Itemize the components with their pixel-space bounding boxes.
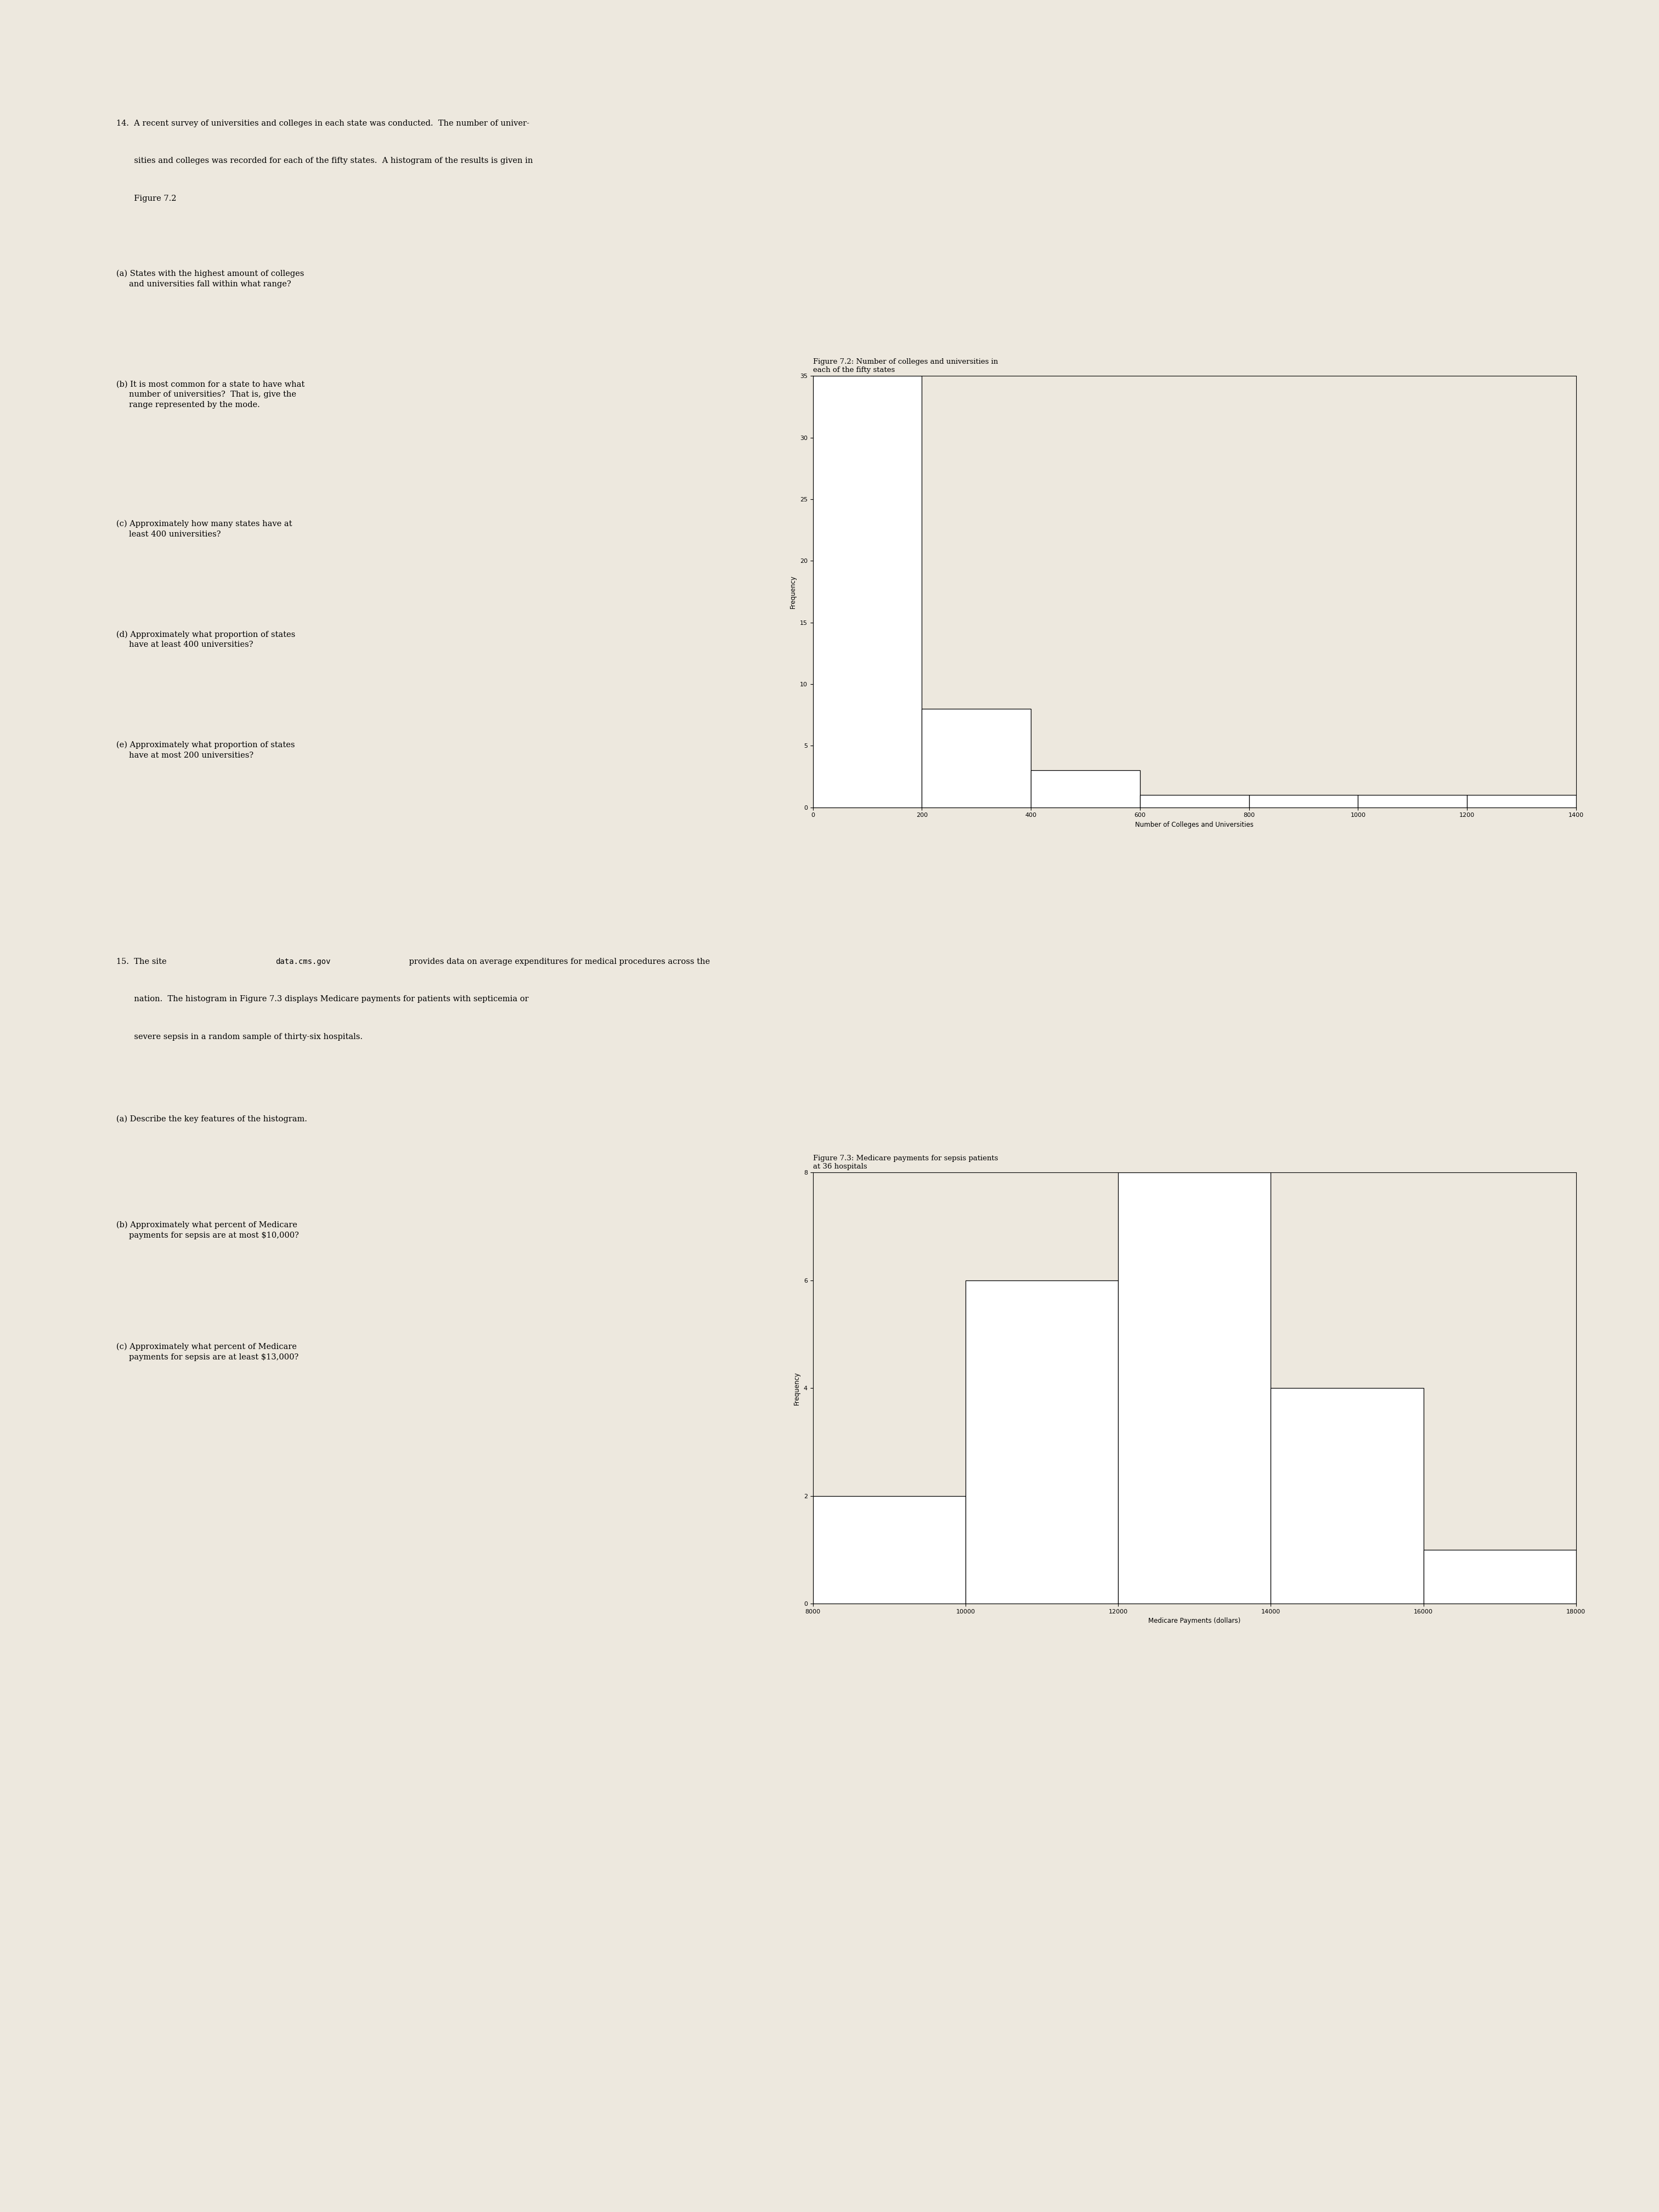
- Bar: [966, 1281, 1118, 1604]
- Bar: [1423, 1551, 1576, 1604]
- Bar: [1030, 770, 1140, 807]
- Text: (c) Approximately what percent of Medicare
     payments for sepsis are at least: (c) Approximately what percent of Medica…: [116, 1343, 299, 1360]
- Bar: [1467, 794, 1576, 807]
- Bar: [1249, 794, 1359, 807]
- Text: (c) Approximately how many states have at
     least 400 universities?: (c) Approximately how many states have a…: [116, 520, 292, 538]
- Text: (b) Approximately what percent of Medicare
     payments for sepsis are at most : (b) Approximately what percent of Medica…: [116, 1221, 299, 1239]
- Text: (a) States with the highest amount of colleges
     and universities fall within: (a) States with the highest amount of co…: [116, 270, 304, 288]
- Bar: [1118, 1172, 1271, 1604]
- Bar: [813, 376, 922, 807]
- X-axis label: Number of Colleges and Universities: Number of Colleges and Universities: [1135, 821, 1254, 827]
- Bar: [813, 1495, 966, 1604]
- Text: (e) Approximately what proportion of states
     have at most 200 universities?: (e) Approximately what proportion of sta…: [116, 741, 295, 759]
- Text: nation.  The histogram in Figure 7.3 displays Medicare payments for patients wit: nation. The histogram in Figure 7.3 disp…: [116, 995, 529, 1002]
- Text: data.cms.gov: data.cms.gov: [275, 958, 330, 964]
- Text: (d) Approximately what proportion of states
     have at least 400 universities?: (d) Approximately what proportion of sta…: [116, 630, 295, 648]
- Text: 14.  A recent survey of universities and colleges in each state was conducted.  : 14. A recent survey of universities and …: [116, 119, 529, 126]
- Text: Figure 7.3: Medicare payments for sepsis patients
at 36 hospitals: Figure 7.3: Medicare payments for sepsis…: [813, 1155, 999, 1170]
- Y-axis label: Frequency: Frequency: [793, 1371, 801, 1405]
- X-axis label: Medicare Payments (dollars): Medicare Payments (dollars): [1148, 1617, 1241, 1624]
- Bar: [1271, 1389, 1423, 1604]
- Text: severe sepsis in a random sample of thirty-six hospitals.: severe sepsis in a random sample of thir…: [116, 1033, 362, 1040]
- Text: sities and colleges was recorded for each of the fifty states.  A histogram of t: sities and colleges was recorded for eac…: [116, 157, 533, 164]
- Text: 15.  The site: 15. The site: [116, 958, 169, 964]
- Text: (b) It is most common for a state to have what
     number of universities?  Tha: (b) It is most common for a state to hav…: [116, 380, 305, 409]
- Bar: [1140, 794, 1249, 807]
- Text: provides data on average expenditures for medical procedures across the: provides data on average expenditures fo…: [406, 958, 710, 964]
- Text: Figure 7.2: Figure 7.2: [116, 195, 176, 201]
- Text: Figure 7.2: Number of colleges and universities in
each of the fifty states: Figure 7.2: Number of colleges and unive…: [813, 358, 999, 374]
- Bar: [1359, 794, 1467, 807]
- Y-axis label: Frequency: Frequency: [790, 575, 796, 608]
- Text: (a) Describe the key features of the histogram.: (a) Describe the key features of the his…: [116, 1115, 307, 1124]
- Bar: [922, 708, 1030, 807]
